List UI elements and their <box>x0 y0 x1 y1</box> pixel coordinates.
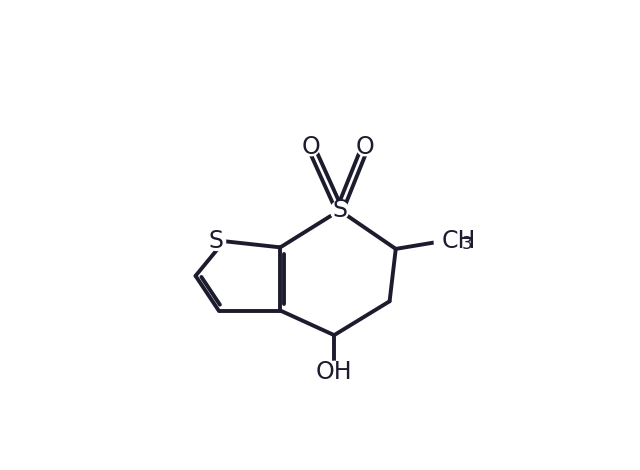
Circle shape <box>323 361 345 383</box>
Text: 3: 3 <box>462 235 472 253</box>
Text: O: O <box>301 135 321 159</box>
Circle shape <box>330 201 349 219</box>
Text: CH: CH <box>442 229 476 253</box>
Circle shape <box>207 232 225 251</box>
Text: OH: OH <box>316 360 353 384</box>
Circle shape <box>435 224 468 258</box>
Text: O: O <box>356 135 374 159</box>
Text: S: S <box>209 229 224 253</box>
Circle shape <box>303 139 319 156</box>
Circle shape <box>356 139 373 156</box>
Text: S: S <box>332 198 347 222</box>
